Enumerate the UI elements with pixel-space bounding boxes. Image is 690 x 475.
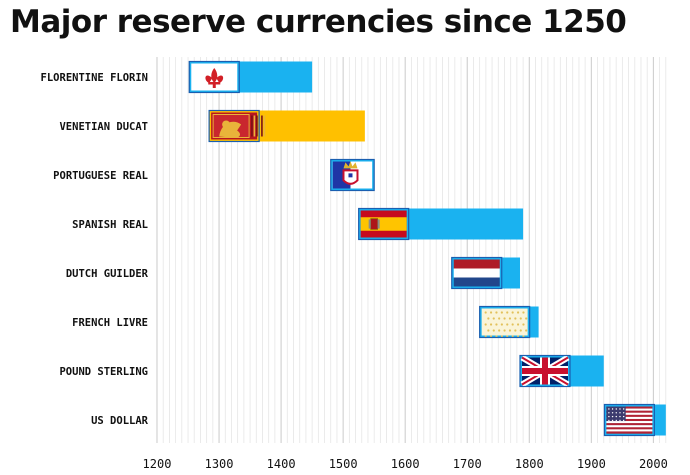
us-flag-icon xyxy=(603,403,655,437)
union-jack-flag-icon xyxy=(519,354,571,388)
portugal-royal-flag-icon xyxy=(330,158,375,192)
category-label: US DOLLAR xyxy=(91,415,149,427)
x-tick-label: 1700 xyxy=(453,457,482,471)
x-tick-label: 1800 xyxy=(515,457,544,471)
x-tick-label: 1300 xyxy=(205,457,234,471)
x-tick-label: 1200 xyxy=(143,457,172,471)
chart-title: Major reserve currencies since 1250 xyxy=(10,4,627,40)
spain-flag-icon xyxy=(358,207,410,241)
category-label: POUND STERLING xyxy=(59,366,148,378)
category-label: FLORENTINE FLORIN xyxy=(41,72,148,84)
x-tick-label: 1500 xyxy=(329,457,358,471)
grid-lines xyxy=(156,57,667,443)
category-label: FRENCH LIVRE xyxy=(72,317,148,329)
x-tick-label: 1600 xyxy=(391,457,420,471)
x-tick-label: 1400 xyxy=(267,457,296,471)
french-royal-flag-icon xyxy=(479,305,531,339)
x-tick-label: 1900 xyxy=(577,457,606,471)
category-label: VENETIAN DUCAT xyxy=(59,121,148,133)
netherlands-flag-icon xyxy=(451,256,503,290)
category-label: PORTUGUESE REAL xyxy=(53,170,148,182)
category-label: SPANISH REAL xyxy=(72,219,148,231)
venice-lion-flag-icon xyxy=(208,109,266,143)
category-label: DUTCH GUILDER xyxy=(66,268,149,280)
x-tick-label: 2000 xyxy=(639,457,668,471)
florence-fleur-de-lis-flag-icon xyxy=(188,60,240,94)
bars xyxy=(188,60,666,437)
category-labels: FLORENTINE FLORIN VENETIAN DUCAT PORTUGUES… xyxy=(41,72,149,427)
x-axis-ticks: 1200 1300 1400 1500 1600 1700 1800 1900 2000 xyxy=(143,457,668,471)
